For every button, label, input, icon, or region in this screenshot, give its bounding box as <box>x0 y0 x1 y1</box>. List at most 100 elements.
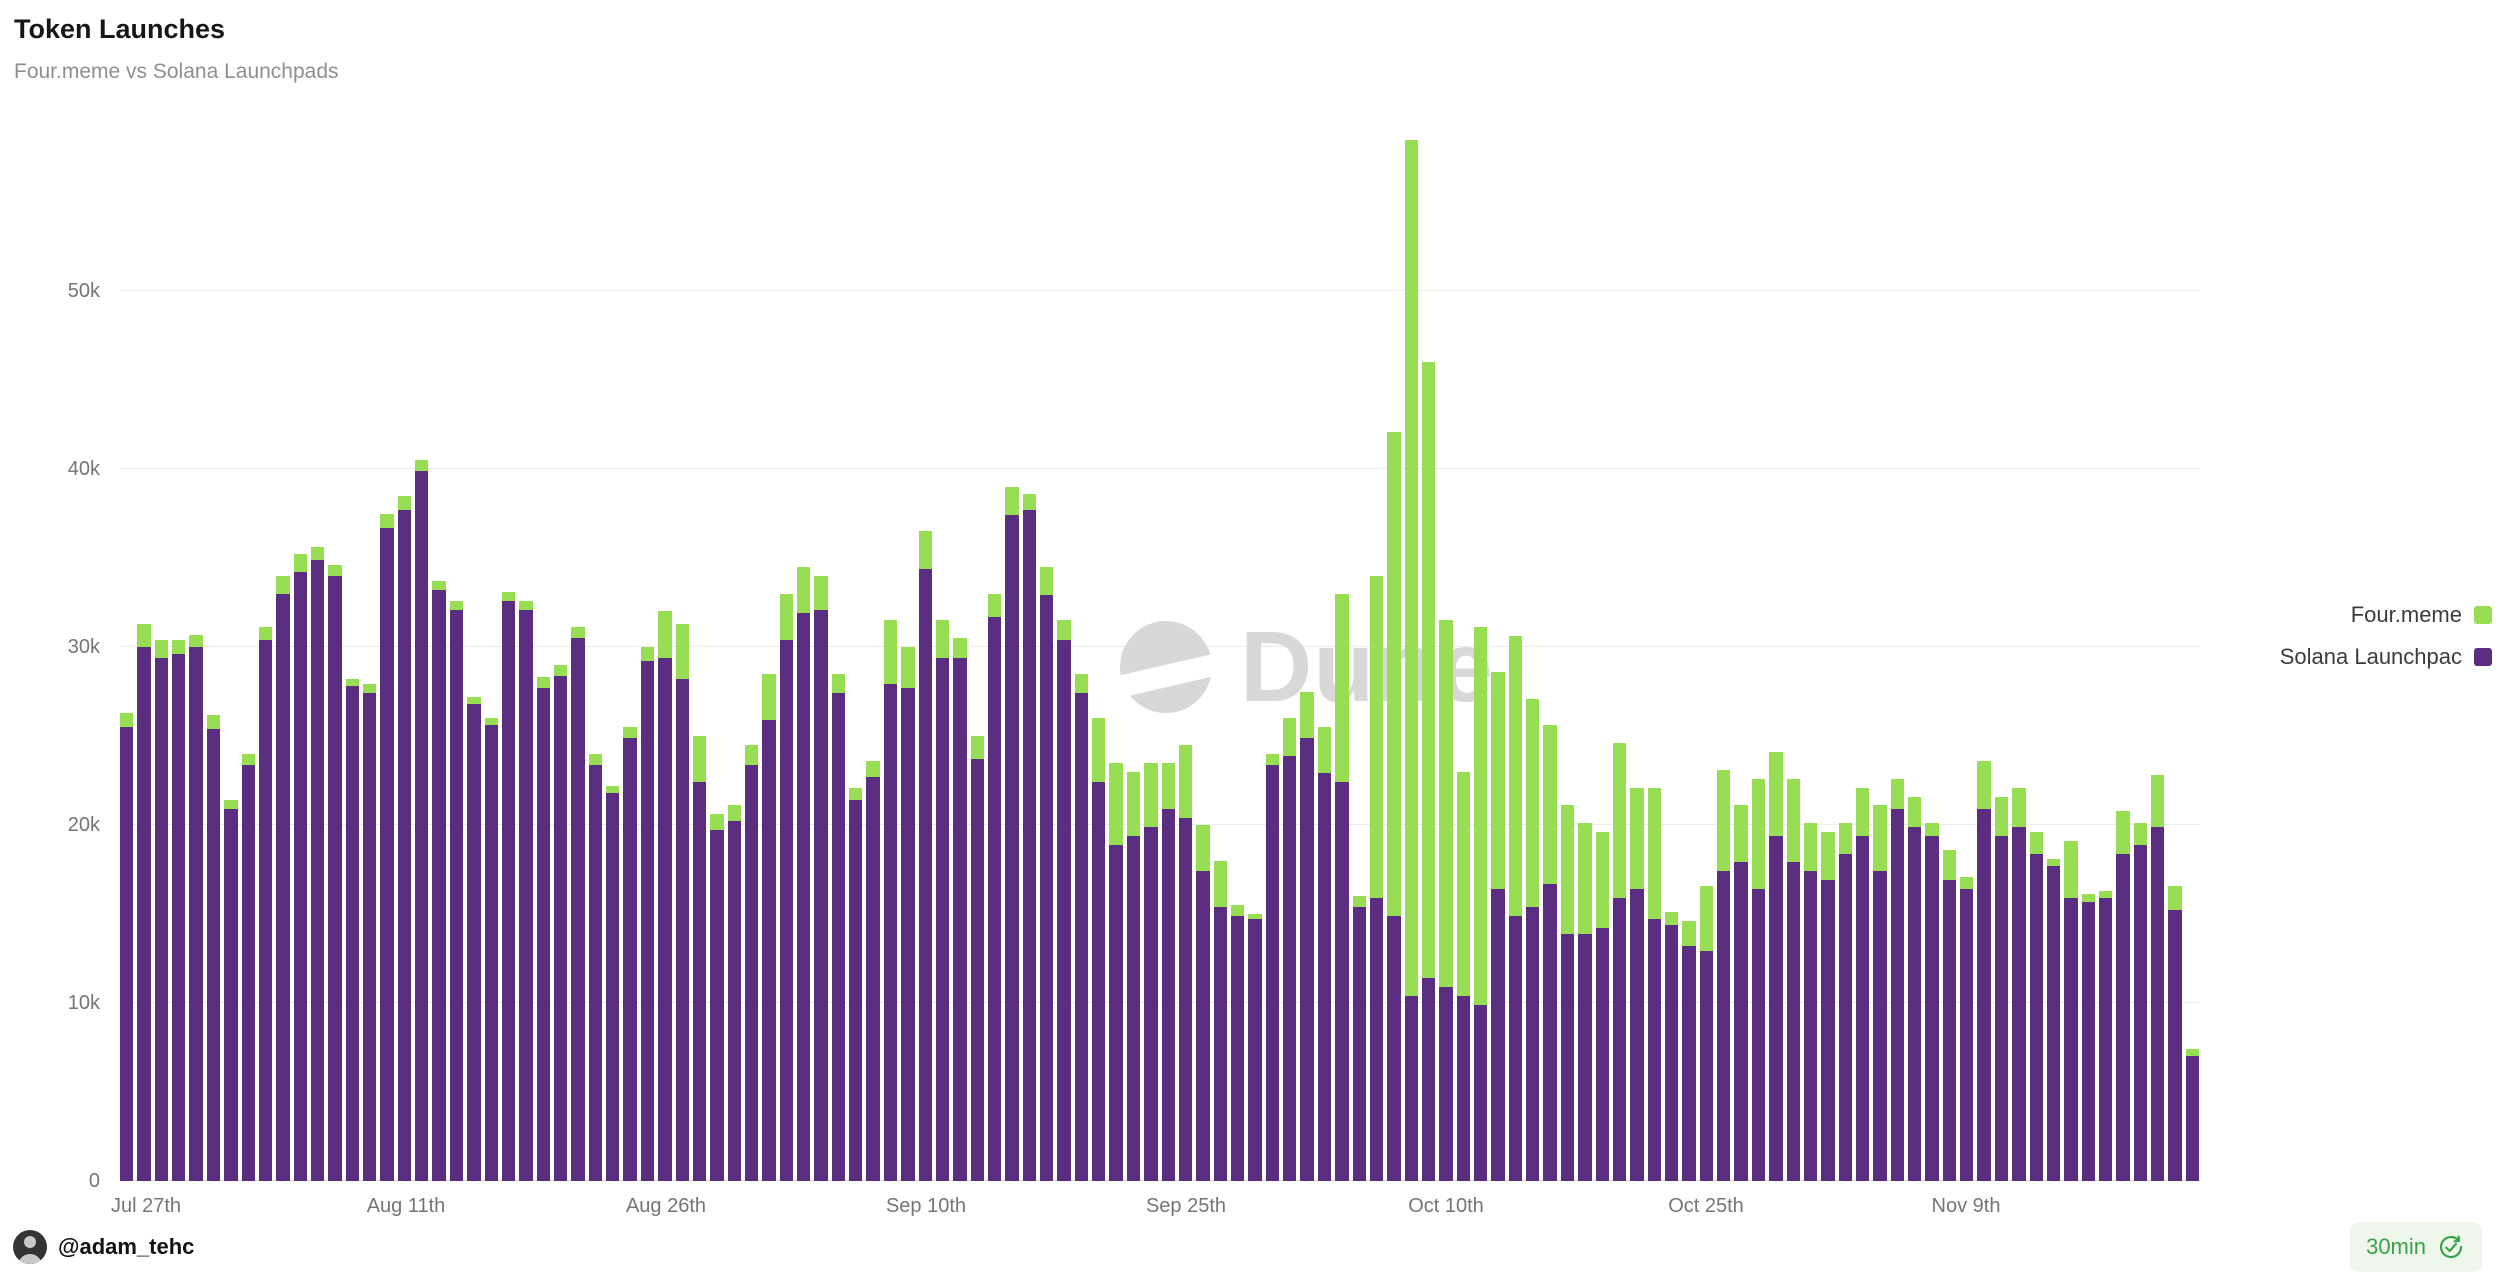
chart-bar[interactable] <box>2133 823 2148 1181</box>
chart-bar[interactable] <box>623 727 637 1181</box>
chart-bar[interactable] <box>1387 431 1401 1181</box>
chart-bar[interactable] <box>345 679 360 1181</box>
chart-bar[interactable] <box>2064 841 2078 1181</box>
chart-bar[interactable] <box>779 593 794 1181</box>
chart-bar[interactable] <box>1439 620 1453 1181</box>
legend-item-solana[interactable]: Solana Launchpac <box>2280 644 2492 670</box>
chart-bar[interactable] <box>276 575 290 1181</box>
chart-bar[interactable] <box>241 753 255 1181</box>
chart-bar[interactable] <box>1543 725 1557 1181</box>
chart-bar[interactable] <box>172 639 186 1181</box>
chart-bar[interactable] <box>866 760 880 1181</box>
chart-bar[interactable] <box>2046 858 2061 1181</box>
chart-bar[interactable] <box>640 647 655 1181</box>
chart-bar[interactable] <box>814 575 828 1181</box>
chart-bar[interactable] <box>206 714 221 1181</box>
chart-bar[interactable] <box>1300 691 1314 1181</box>
chart-bar[interactable] <box>1630 787 1644 1181</box>
chart-bar[interactable] <box>1925 823 1939 1181</box>
chart-bar[interactable] <box>1057 620 1071 1181</box>
chart-bar[interactable] <box>380 513 394 1181</box>
chart-bar[interactable] <box>415 460 429 1181</box>
chart-bar[interactable] <box>1855 787 1870 1181</box>
chart-bar[interactable] <box>710 814 724 1181</box>
chart-bar[interactable] <box>432 581 446 1181</box>
chart-bar[interactable] <box>692 736 707 1181</box>
chart-bar[interactable] <box>501 591 516 1181</box>
chart-bar[interactable] <box>1682 921 1696 1181</box>
chart-bar[interactable] <box>1421 362 1436 1181</box>
chart-bar[interactable] <box>1005 486 1019 1181</box>
chart-bar[interactable] <box>1664 912 1679 1181</box>
chart-bar[interactable] <box>1456 771 1471 1181</box>
chart-bar[interactable] <box>1231 905 1245 1181</box>
chart-bar[interactable] <box>1369 575 1384 1181</box>
chart-bar[interactable] <box>2081 894 2095 1181</box>
chart-bar[interactable] <box>1769 752 1783 1181</box>
chart-bar[interactable] <box>1699 885 1714 1181</box>
chart-bar[interactable] <box>1960 876 1974 1181</box>
chart-bar[interactable] <box>536 677 550 1181</box>
chart-bar[interactable] <box>953 638 967 1181</box>
chart-bar[interactable] <box>606 785 620 1181</box>
chart-bar[interactable] <box>1161 762 1175 1181</box>
chart-bar[interactable] <box>328 565 342 1181</box>
chart-bar[interactable] <box>675 623 689 1181</box>
chart-bar[interactable] <box>120 712 134 1181</box>
chart-bar[interactable] <box>1352 896 1366 1181</box>
chart-bar[interactable] <box>1196 825 1210 1181</box>
chart-bar[interactable] <box>1873 805 1887 1181</box>
chart-bar[interactable] <box>1317 727 1332 1181</box>
chart-bar[interactable] <box>2168 885 2182 1181</box>
chart-bar[interactable] <box>310 547 325 1181</box>
chart-bar[interactable] <box>1595 832 1609 1181</box>
refresh-interval-badge[interactable]: 30min <box>2350 1222 2482 1272</box>
chart-bar[interactable] <box>1942 849 1957 1181</box>
chart-bar[interactable] <box>553 664 568 1181</box>
chart-bar[interactable] <box>2116 810 2130 1181</box>
chart-bar[interactable] <box>519 600 533 1181</box>
chart-bar[interactable] <box>1213 860 1227 1181</box>
chart-bar[interactable] <box>1612 743 1627 1181</box>
chart-bar[interactable] <box>224 800 238 1181</box>
chart-bar[interactable] <box>935 620 950 1181</box>
chart-bar[interactable] <box>744 744 759 1181</box>
chart-bar[interactable] <box>1283 718 1297 1181</box>
chart-bar[interactable] <box>1560 805 1575 1181</box>
chart-bar[interactable] <box>1040 566 1054 1181</box>
chart-bar[interactable] <box>1335 593 1349 1181</box>
chart-bar[interactable] <box>831 673 846 1181</box>
chart-bar[interactable] <box>1751 778 1766 1181</box>
chart-bar[interactable] <box>849 787 863 1181</box>
chart-bar[interactable] <box>1491 671 1505 1181</box>
chart-bar[interactable] <box>658 611 672 1181</box>
chart-bar[interactable] <box>2012 787 2026 1181</box>
chart-bar[interactable] <box>1977 760 1991 1181</box>
chart-bar[interactable] <box>1890 778 1905 1181</box>
chart-bar[interactable] <box>1508 636 1523 1181</box>
chart-bar[interactable] <box>397 495 412 1181</box>
chart-bar[interactable] <box>588 753 603 1181</box>
chart-bar[interactable] <box>1578 823 1592 1181</box>
chart-bar[interactable] <box>1734 805 1748 1181</box>
chart-bar[interactable] <box>1647 787 1661 1181</box>
chart-bar[interactable] <box>484 718 498 1181</box>
chart-bar[interactable] <box>883 620 898 1181</box>
chart-bar[interactable] <box>1404 139 1418 1181</box>
chart-bar[interactable] <box>797 566 811 1181</box>
chart-bar[interactable] <box>258 627 273 1181</box>
chart-bar[interactable] <box>1178 744 1193 1181</box>
chart-bar[interactable] <box>970 736 984 1181</box>
chart-bar[interactable] <box>571 627 585 1181</box>
chart-bar[interactable] <box>1248 914 1262 1181</box>
chart-bar[interactable] <box>918 531 932 1181</box>
chart-bar[interactable] <box>1074 673 1089 1181</box>
chart-bar[interactable] <box>1526 698 1540 1181</box>
chart-bar[interactable] <box>154 639 169 1181</box>
chart-bar[interactable] <box>1265 753 1280 1181</box>
chart-bar[interactable] <box>727 805 741 1181</box>
chart-bar[interactable] <box>1092 718 1106 1181</box>
chart-bar[interactable] <box>1109 762 1123 1181</box>
chart-bar[interactable] <box>2098 890 2113 1181</box>
chart-bar[interactable] <box>137 623 151 1181</box>
